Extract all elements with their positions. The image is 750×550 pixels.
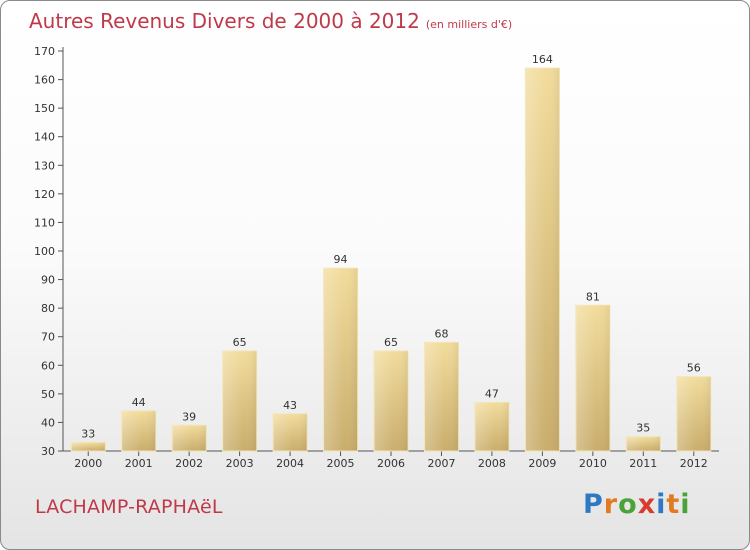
- bar-shade-2002: [172, 425, 207, 451]
- y-tick-label-130: 130: [34, 159, 55, 172]
- y-tick-label-50: 50: [41, 388, 55, 401]
- value-label-2007: 68: [434, 327, 448, 340]
- x-tick-label-2000: 2000: [74, 457, 102, 470]
- y-tick-label-100: 100: [34, 245, 55, 258]
- value-label-2011: 35: [636, 422, 650, 435]
- x-tick-label-2006: 2006: [377, 457, 405, 470]
- bar-shade-2012: [676, 376, 711, 451]
- logo-letter-2: o: [618, 489, 638, 520]
- value-label-2001: 44: [132, 396, 146, 409]
- logo-letter-4: i: [656, 489, 667, 520]
- x-tick-label-2009: 2009: [528, 457, 556, 470]
- value-label-2010: 81: [586, 290, 600, 303]
- bar-shade-2009: [525, 68, 560, 452]
- y-tick-label-170: 170: [34, 45, 55, 58]
- proxiti-logo: Proxiti: [583, 489, 691, 520]
- x-tick-label-2008: 2008: [478, 457, 506, 470]
- value-label-2012: 56: [687, 362, 701, 375]
- value-label-2008: 47: [485, 387, 499, 400]
- y-tick-label-160: 160: [34, 74, 55, 87]
- y-tick-label-80: 80: [41, 302, 55, 315]
- value-label-2005: 94: [334, 253, 348, 266]
- bar-shade-2003: [222, 351, 257, 451]
- logo-letter-3: x: [637, 489, 657, 520]
- chart-subtitle: (en milliers d'€): [425, 18, 513, 31]
- x-tick-label-2003: 2003: [226, 457, 254, 470]
- bar-shade-2011: [626, 436, 661, 451]
- value-label-2006: 65: [384, 336, 398, 349]
- x-tick-label-2004: 2004: [276, 457, 304, 470]
- x-tick-label-2005: 2005: [327, 457, 355, 470]
- y-tick-label-70: 70: [41, 331, 55, 344]
- value-label-2004: 43: [283, 399, 297, 412]
- bar-shade-2006: [374, 351, 408, 451]
- y-tick-label-150: 150: [34, 102, 55, 115]
- logo-letter-5: t: [666, 489, 681, 520]
- x-tick-label-2010: 2010: [579, 457, 607, 470]
- value-label-2000: 33: [81, 427, 95, 440]
- chart-title: Autres Revenus Divers de 2000 à 2012 (en …: [29, 9, 512, 33]
- y-tick-label-60: 60: [41, 359, 55, 372]
- bar-shade-2007: [424, 342, 459, 451]
- commune-name: LACHAMP-RAPHAëL: [35, 496, 223, 518]
- y-tick-label-90: 90: [41, 274, 55, 287]
- y-tick-label-40: 40: [41, 416, 55, 429]
- bar-shade-2004: [273, 413, 308, 451]
- logo-letter-1: r: [603, 489, 619, 520]
- bar-shade-2005: [323, 268, 358, 451]
- x-tick-label-2011: 2011: [629, 457, 657, 470]
- y-tick-label-120: 120: [34, 188, 55, 201]
- y-tick-label-30: 30: [41, 445, 55, 458]
- chart-title-text: Autres Revenus Divers de 2000 à 2012: [29, 9, 420, 33]
- x-tick-label-2007: 2007: [427, 457, 455, 470]
- bar-shade-2008: [474, 402, 509, 451]
- logo-letter-6: i: [680, 489, 691, 520]
- value-label-2009: 164: [532, 53, 553, 66]
- x-tick-label-2001: 2001: [125, 457, 153, 470]
- x-tick-label-2002: 2002: [175, 457, 203, 470]
- bar-shade-2010: [575, 305, 610, 451]
- logo-letter-0: P: [583, 489, 604, 520]
- y-tick-label-110: 110: [34, 216, 55, 229]
- value-label-2003: 65: [233, 336, 247, 349]
- bar-shade-2000: [71, 442, 106, 451]
- value-label-2002: 39: [182, 410, 196, 423]
- y-tick-label-140: 140: [34, 131, 55, 144]
- bar-shade-2001: [121, 411, 156, 451]
- x-tick-label-2012: 2012: [680, 457, 708, 470]
